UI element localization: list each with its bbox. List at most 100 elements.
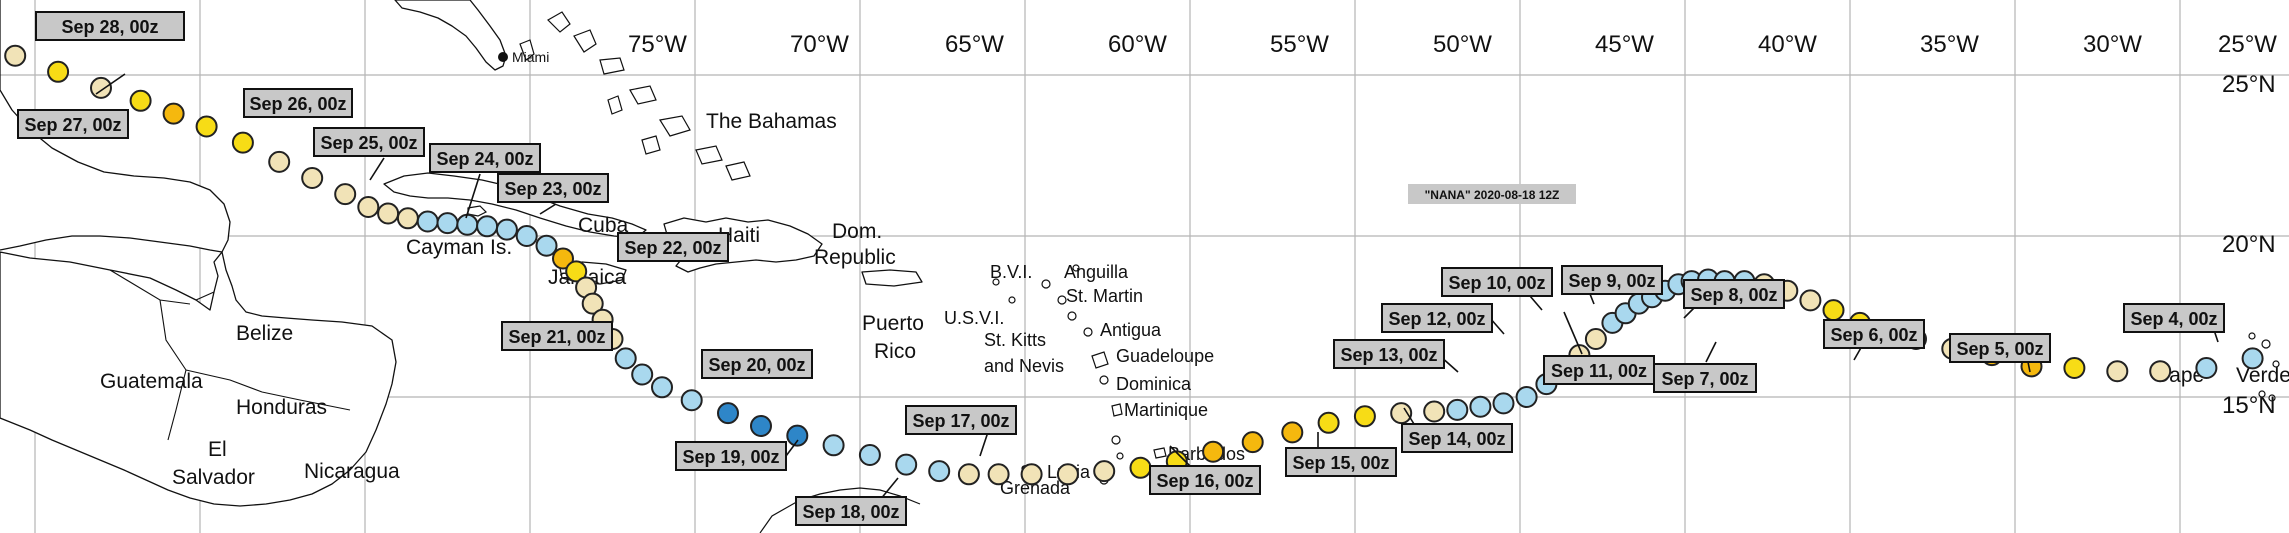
place-cayman: Cayman Is. [406, 236, 512, 259]
track-point [515, 225, 538, 247]
place-martinique: Martinique [1124, 400, 1208, 420]
date-box [675, 441, 787, 471]
date-label: Sep 25, 00z [320, 133, 417, 153]
track-point [858, 444, 881, 466]
track-point [1281, 421, 1304, 444]
lesser-antilles [992, 264, 1167, 485]
date-label: Sep 17, 00z [912, 411, 1009, 431]
latitude-labels: 25°N 20°N 15°N [2222, 71, 2276, 419]
date-box [1949, 333, 2051, 363]
lon-label: 65°W [945, 31, 1004, 58]
lat-label: 25°N [2222, 71, 2276, 98]
place-dominica: Dominica [1116, 374, 1192, 394]
lat-label: 20°N [2222, 231, 2276, 258]
place-puerto-line2: Rico [874, 340, 916, 363]
puerto-rico-landmass [861, 269, 923, 287]
storm-track [4, 44, 2264, 486]
miami-marker [498, 52, 508, 62]
track-point [4, 44, 27, 67]
date-label: Sep 15, 00z [1292, 453, 1389, 473]
place-stkitts-line2: and Nevis [984, 356, 1064, 376]
date-box [1149, 465, 1261, 495]
track-point [301, 167, 324, 189]
track-point [750, 415, 772, 437]
central-america-landmass [0, 251, 397, 507]
date-box [617, 232, 729, 262]
track-point [717, 402, 739, 425]
track-point [90, 76, 112, 99]
track-point [680, 389, 703, 412]
date-box [905, 405, 1017, 435]
track-point [581, 292, 604, 315]
date-box [1333, 339, 1445, 369]
date-label: Sep 6, 00z [1830, 325, 1917, 345]
track-point [987, 463, 1010, 486]
place-anguilla: Anguilla [1064, 262, 1129, 282]
track-point [1317, 411, 1340, 434]
mexico-coast [0, 0, 231, 253]
track-point [895, 453, 918, 476]
track-point [2106, 360, 2129, 383]
place-antigua: Antigua [1100, 320, 1162, 340]
place-honduras: Honduras [236, 396, 327, 419]
track-point [357, 196, 380, 218]
place-cuba: Cuba [578, 214, 629, 237]
track-point [436, 212, 459, 235]
track-point [1093, 460, 1116, 483]
date-label: Sep 26, 00z [249, 94, 346, 114]
date-label: Sep 4, 00z [2130, 309, 2217, 329]
place-usvi: U.S.V.I. [944, 308, 1004, 328]
place-guadeloupe: Guadeloupe [1116, 346, 1214, 366]
south-america-coast [759, 487, 921, 533]
track-point [1423, 400, 1446, 423]
date-label: Sep 16, 00z [1156, 471, 1253, 491]
bahamas-islands [519, 11, 751, 181]
place-guatemala: Guatemala [100, 370, 203, 393]
track-point [2241, 347, 2264, 370]
track-point [1129, 456, 1152, 479]
place-bvi: B.V.I. [990, 262, 1032, 282]
place-stkitts-line1: St. Kitts [984, 330, 1046, 350]
florida-landmass [394, 0, 507, 71]
place-belize: Belize [236, 322, 293, 345]
place-stmartin: St. Martin [1066, 286, 1143, 306]
lon-label: 30°W [2083, 31, 2142, 58]
track-point [822, 434, 845, 457]
border-lines [109, 269, 351, 441]
lon-label: 55°W [1270, 31, 1329, 58]
date-label: Sep 9, 00z [1568, 271, 1655, 291]
date-box [313, 127, 425, 157]
lon-label: 50°W [1433, 31, 1492, 58]
track-point [162, 102, 185, 125]
date-label: Sep 28, 00z [61, 17, 158, 37]
date-box [497, 173, 609, 203]
lat-label: 15°N [2222, 392, 2276, 419]
lon-label: 25°W [2218, 31, 2277, 58]
lon-label: 40°W [1758, 31, 1817, 58]
lon-label: 70°W [790, 31, 849, 58]
track-point [195, 115, 218, 138]
date-box [501, 321, 613, 351]
date-label: Sep 21, 00z [508, 327, 605, 347]
date-box [429, 143, 541, 173]
track-point [456, 213, 479, 236]
track-point [377, 202, 400, 225]
lon-label: 35°W [1920, 31, 1979, 58]
date-label: Sep 12, 00z [1388, 309, 1485, 329]
date-box [1683, 279, 1785, 309]
place-el-line2: Salvador [172, 466, 255, 489]
storm-name-label: "NANA" 2020-08-18 12Z [1408, 184, 1576, 204]
place-el-line1: El [208, 438, 227, 461]
place-dom-line2: Republic [814, 246, 896, 269]
date-box [795, 496, 907, 526]
track-point [957, 463, 980, 486]
track-point [552, 247, 574, 270]
date-box [1823, 319, 1925, 349]
place-dom-line1: Dom. [832, 220, 882, 243]
date-label: Sep 8, 00z [1690, 285, 1777, 305]
track-point [1241, 431, 1264, 454]
track-point [1202, 440, 1225, 463]
date-label: Sep 27, 00z [24, 115, 121, 135]
